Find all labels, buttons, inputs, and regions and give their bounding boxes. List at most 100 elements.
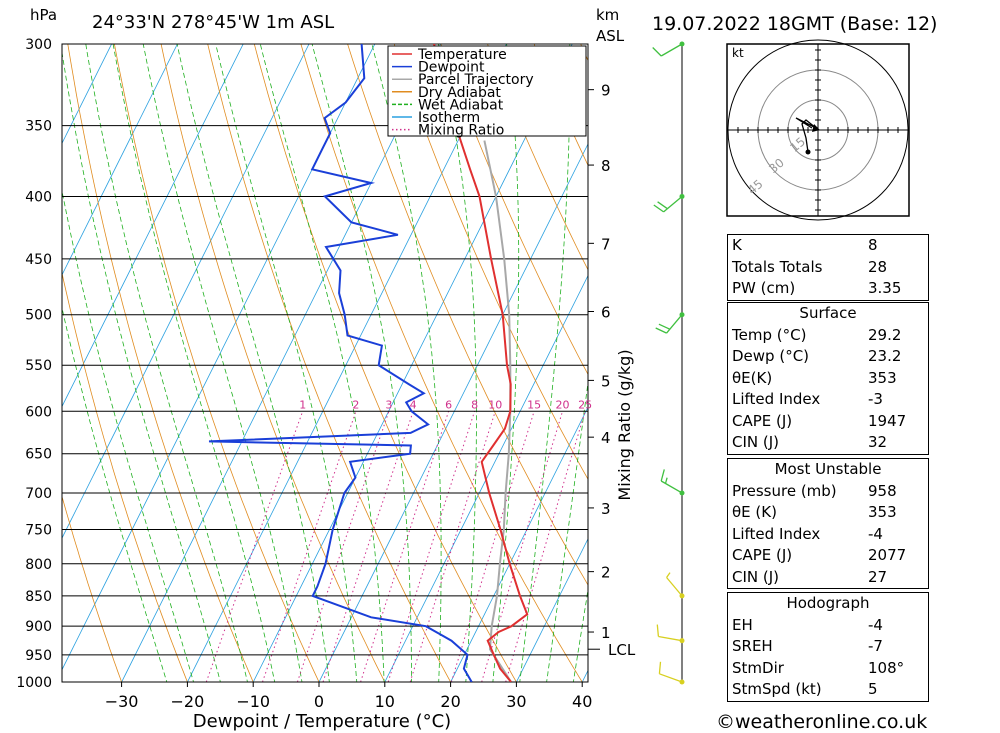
km-tick-label: 6 [601,304,611,322]
wind-barb-staff [659,673,683,683]
pressure-tick-label: 800 [25,557,52,573]
temperature-line [433,44,529,682]
pressure-tick-label: 1000 [16,675,52,691]
x-tick-label: 0 [314,692,324,711]
dry-adiabat-line [207,44,452,682]
isotherm-line [62,44,310,539]
wind-barb-staff [663,195,683,213]
surface-row: θE(K) 353 [732,368,897,387]
wet-adiabat-line [437,44,477,682]
most-unstable-row: Pressure (mb) 958 [732,481,897,500]
wind-barb-feather [655,327,667,334]
hodograph-unit: kt [732,46,744,60]
dry-adiabat-line [62,495,123,682]
wind-barb-staff [666,577,683,597]
mixing-ratio-label: 8 [471,398,478,411]
surface-title: Surface [799,304,857,322]
hodograph-row: StmDir 108° [732,658,905,677]
legend-entry-label: Isotherm [418,110,480,126]
hodograph-table: Hodograph EH -4 SREH -7 StmDir 108° StmSpd … [727,592,929,702]
isotherm-line [62,44,244,408]
hodograph-point [805,149,811,155]
wet-adiabat-line [259,44,385,682]
mixing-ratio-label: 4 [410,398,417,411]
most-unstable-row: CAPE (J) 2077 [732,546,907,564]
surface-row: Dewp (°C) 23.2 [732,347,902,365]
pressure-tick-label: 750 [25,523,52,539]
x-tick-label: 10 [375,692,395,711]
mixing-ratio-line [322,411,414,682]
x-tick-label: −20 [171,692,205,711]
pressure-tick-label: 950 [25,648,52,664]
isotherm-line [62,44,113,145]
x-tick-label: −30 [105,692,139,711]
km-tick-label: 4 [601,429,611,447]
mixing-ratio-label: 15 [527,398,541,411]
wet-adiabat-line [62,306,168,682]
km-tick-label: 8 [601,157,611,175]
wind-barb-feather [664,477,668,484]
wind-barb-feather [666,572,671,578]
pressure-tick-label: 450 [25,252,52,268]
wind-barb-feather [657,201,668,210]
x-tick-label: 20 [440,692,460,711]
hodograph-row: EH -4 [732,615,883,634]
dry-adiabat-line [300,44,583,682]
pressure-tick-label: 650 [25,447,52,463]
most-unstable-row: CIN (J) 27 [732,567,888,586]
mixing-ratio-axis-title: Mixing Ratio (g/kg) [615,349,634,500]
km-tick-label: 7 [601,235,611,253]
legend-entry-label: Dry Adiabat [418,85,501,101]
surface-row: Temp (°C) 29.2 [732,325,902,344]
wind-barb-staff [660,480,683,494]
wind-barb-staff [658,635,683,642]
mixing-ratio-line [205,411,304,682]
legend-entry-label: Parcel Trajectory [418,72,534,88]
wind-barb-feather [658,323,671,330]
legend-entry-label: Wet Adiabat [418,97,504,113]
legend-entry-label: Mixing Ratio [418,123,504,139]
pressure-tick-label: 350 [25,119,52,135]
mixing-ratio-label: 20 [556,398,570,411]
wet-adiabat-line [215,44,358,682]
dry-adiabat-line [440,44,588,376]
hodograph-table-title: Hodograph [786,594,870,612]
mixing-ratio-label: 10 [488,398,502,411]
index-row-totals: Totals Totals 28 [732,257,888,276]
legend-entry-label: Dewpoint [418,60,485,76]
isotherm-line [516,537,588,682]
wet-adiabat-line [85,44,248,682]
pressure-tick-label: 500 [25,308,52,324]
most-unstable-row: Lifted Index -4 [732,524,883,543]
wind-barb-feather [656,624,660,637]
km-tick-label: 9 [601,82,611,100]
dry-adiabat-line [160,44,386,682]
wind-barb-feather [652,47,662,57]
wet-adiabat-line [311,44,412,682]
mixing-ratio-label: 3 [385,398,392,411]
hodograph-row: SREH -7 [732,637,883,655]
pressure-tick-label: 300 [25,37,52,53]
hodograph-storm-marker [812,124,820,132]
surface-row: CAPE (J) 1947 [732,411,907,430]
legend-entry-label: Temperature [417,47,507,63]
km-tick-label: 2 [601,564,611,582]
dry-adiabat-line [253,44,517,682]
wind-barb-staff [666,314,683,334]
wet-adiabat-line [371,44,442,682]
mixing-ratio-label: 6 [445,398,452,411]
asl-unit-label: ASL [596,27,625,45]
most-unstable-row: θE (K) 353 [732,503,897,521]
plot-frame [61,43,589,683]
km-tick-label: 5 [601,372,611,390]
wet-adiabat-line [142,44,303,682]
mixing-ratio-line [387,411,476,682]
dry-adiabat-line [113,44,320,682]
mixing-ratio-line [296,411,390,682]
pressure-tick-label: 600 [25,404,52,420]
isotherm-line [62,44,178,276]
